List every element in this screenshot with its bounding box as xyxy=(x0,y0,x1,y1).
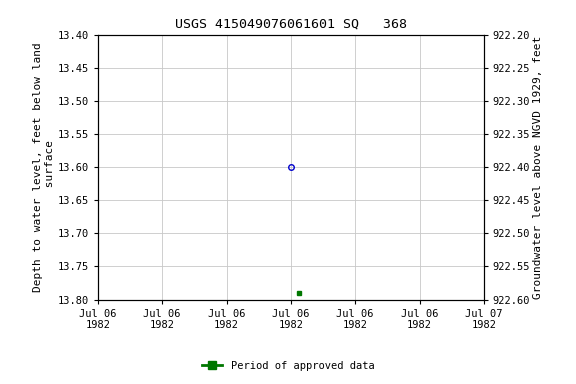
Y-axis label: Depth to water level, feet below land
 surface: Depth to water level, feet below land su… xyxy=(33,42,55,292)
Title: USGS 415049076061601 SQ   368: USGS 415049076061601 SQ 368 xyxy=(175,18,407,31)
Legend: Period of approved data: Period of approved data xyxy=(198,357,378,375)
Y-axis label: Groundwater level above NGVD 1929, feet: Groundwater level above NGVD 1929, feet xyxy=(533,35,543,299)
